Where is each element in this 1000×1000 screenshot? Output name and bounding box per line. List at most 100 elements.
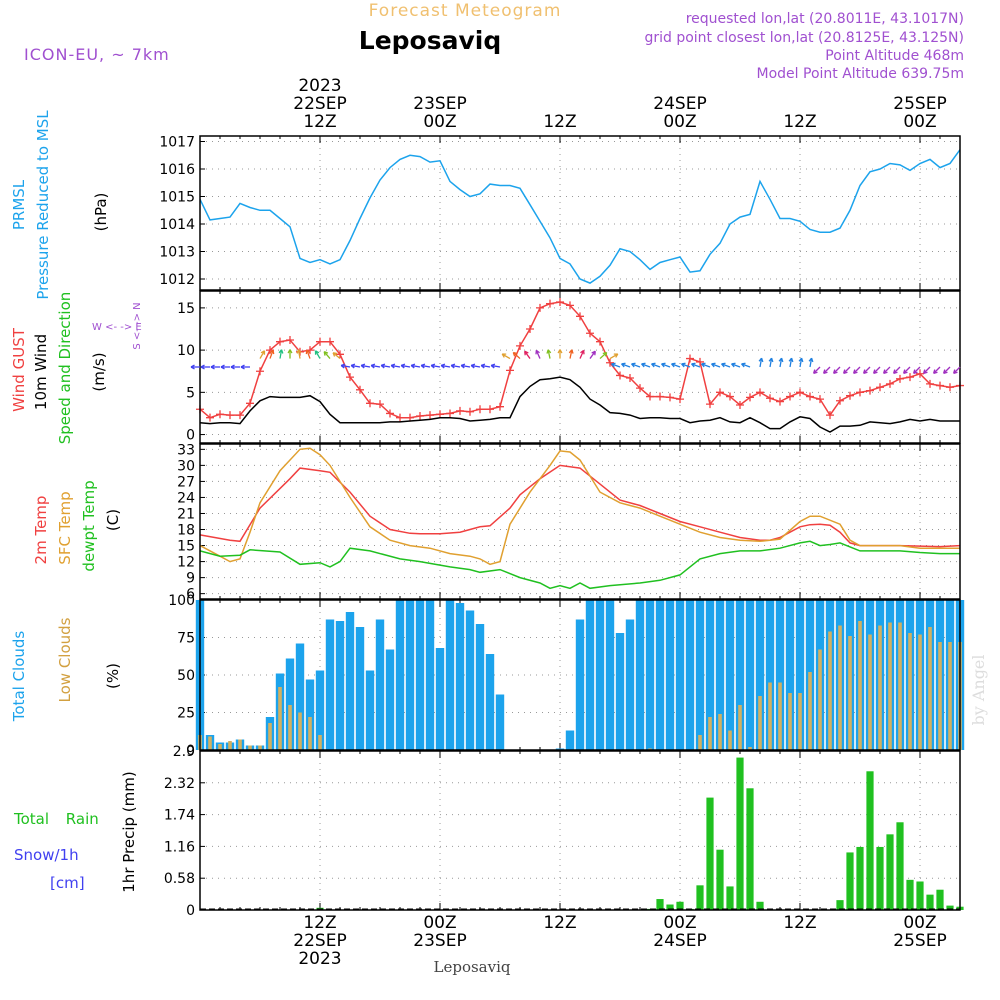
bar-total-clouds <box>385 649 395 750</box>
bar-total-clouds <box>435 648 445 750</box>
wind-arrow <box>799 358 803 368</box>
wind-arrow-head <box>580 349 585 355</box>
bar-total-clouds <box>405 600 415 750</box>
bar-low-clouds <box>318 735 322 750</box>
wind-arrow-head <box>873 369 878 374</box>
wind-arrow <box>943 366 951 374</box>
gust-label: Wind GUST <box>10 327 28 412</box>
bar-low-clouds <box>268 723 272 750</box>
bar-rain <box>836 900 844 910</box>
bar-low-clouds <box>858 621 862 750</box>
wind-arrow-head <box>808 357 814 363</box>
side-labels: PRMSL Pressure Reduced to MSL (hPa) Wind… <box>10 110 143 893</box>
gust-marker <box>416 411 424 420</box>
wind-arrow-head <box>591 350 596 356</box>
bar-low-clouds <box>898 622 902 750</box>
bar-total-clouds <box>485 654 495 750</box>
bar-total-clouds <box>775 600 785 750</box>
bar-total-clouds <box>335 621 345 750</box>
bar-low-clouds <box>788 693 792 750</box>
bar-low-clouds <box>768 682 772 750</box>
bar-total-clouds <box>685 600 695 750</box>
bar-low-clouds <box>808 672 812 750</box>
wind-arrow-head <box>450 363 456 369</box>
bar-total-clouds <box>795 600 805 750</box>
bar-total-clouds <box>755 600 765 750</box>
wind-arrow <box>809 358 813 368</box>
wind-arrow-head <box>380 363 386 369</box>
bar-low-clouds <box>828 631 832 750</box>
gust-marker <box>716 388 724 397</box>
bar-total-clouds <box>285 658 295 750</box>
wind-arrow <box>371 364 381 368</box>
wind-arrow-head <box>440 363 446 369</box>
wind-label: 10m Wind <box>32 334 50 410</box>
bar-total-clouds <box>595 600 605 750</box>
total-clouds-label: Total Clouds <box>10 631 28 723</box>
wind-arrow <box>779 358 783 368</box>
wind-arrow-head <box>410 363 416 369</box>
bar-rain <box>856 846 864 910</box>
gust-marker <box>646 392 654 401</box>
y-tick-label: 30 <box>177 458 195 474</box>
bar-total-clouds <box>325 619 335 750</box>
dewpt-label: dewpt Temp <box>80 480 98 571</box>
direction-key: W <- -> E S <- -> N <box>92 302 143 349</box>
bar-low-clouds <box>868 634 872 750</box>
bar-rain <box>716 849 724 910</box>
wind-arrow <box>661 363 671 368</box>
gust-marker <box>256 367 264 376</box>
y-tick-label: 0 <box>186 903 195 919</box>
bar-total-clouds <box>465 610 475 750</box>
location-title: Leposaviq <box>359 26 501 55</box>
pressure-unit: (hPa) <box>92 193 110 232</box>
wind-arrow <box>323 351 331 359</box>
svg-text:W <- -> E: W <- -> E <box>92 322 142 333</box>
wind-arrow-head <box>230 364 235 370</box>
wind-arrow-head <box>813 369 818 374</box>
y-tick-label: 1.16 <box>164 839 195 855</box>
wind-arrow <box>259 350 266 359</box>
y-tick-label: 1016 <box>159 162 195 178</box>
wind-arrow <box>579 350 585 359</box>
wind-arrow <box>451 364 461 368</box>
gust-marker <box>526 325 534 333</box>
time-label: 00Z <box>903 913 936 933</box>
y-tick-label: 1013 <box>159 245 195 261</box>
bar-total-clouds <box>455 603 465 750</box>
y-tick-label: 1015 <box>159 190 195 206</box>
gust-marker <box>316 337 324 346</box>
gust-marker <box>276 337 284 346</box>
wind-arrows <box>190 349 961 374</box>
sfc-temp-label: SFC Temp <box>56 491 74 564</box>
bar-low-clouds <box>748 747 752 750</box>
temp-unit: (C) <box>104 509 122 531</box>
gust-marker <box>706 400 714 409</box>
wind-arrow <box>701 363 711 368</box>
bar-low-clouds <box>258 745 262 750</box>
wind-arrow <box>381 364 391 368</box>
wind-arrow-head <box>611 362 616 368</box>
bar-total-clouds <box>745 600 755 750</box>
bar-low-clouds <box>838 625 842 750</box>
bar-rain <box>936 889 944 910</box>
panel-frame <box>199 443 961 600</box>
total-rain-label: Total Rain <box>13 810 99 828</box>
wind-arrow-head <box>420 363 426 369</box>
gust-marker <box>486 405 494 414</box>
bar-total-clouds <box>365 670 375 750</box>
gust-marker <box>496 402 504 411</box>
gust-marker <box>366 399 374 408</box>
bar-low-clouds <box>738 705 742 750</box>
wind-arrow <box>535 350 541 359</box>
bar-low-clouds <box>218 744 222 750</box>
clouds-unit: (%) <box>104 663 122 689</box>
wind-arrow <box>873 366 881 374</box>
wind-arrow <box>759 358 763 368</box>
wind-arrow-head <box>400 363 406 369</box>
gust-marker <box>906 373 914 382</box>
pressure-label-2: Pressure Reduced to MSL <box>34 110 52 300</box>
bar-low-clouds <box>708 717 712 750</box>
gust-marker <box>936 381 944 390</box>
